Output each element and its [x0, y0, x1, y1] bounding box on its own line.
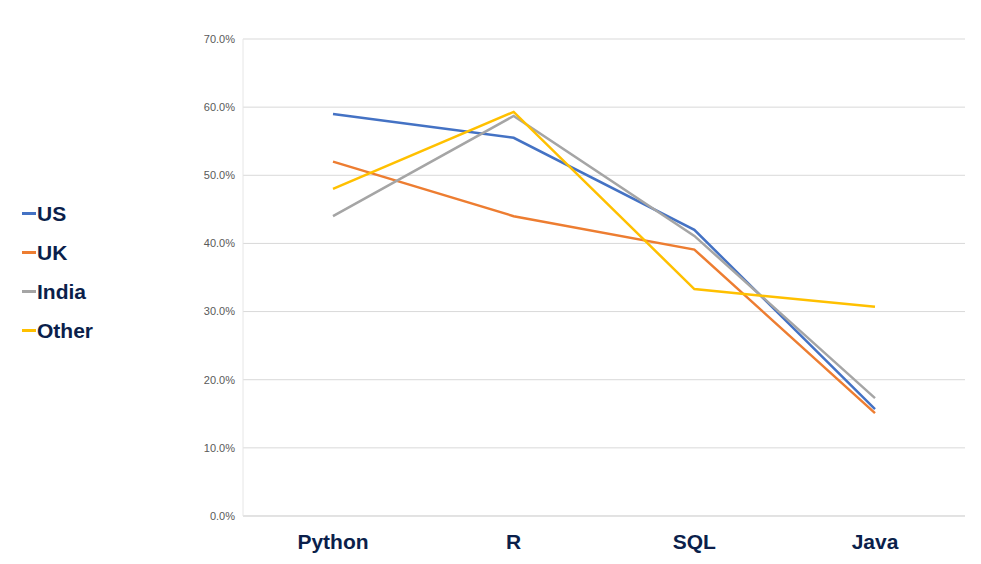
svg-text:50.0%: 50.0%: [204, 169, 235, 181]
svg-text:0.0%: 0.0%: [210, 510, 235, 522]
svg-text:20.0%: 20.0%: [204, 374, 235, 386]
svg-text:30.0%: 30.0%: [204, 305, 235, 317]
html-text:Other: Other: [37, 318, 93, 342]
svg-text:Python: Python: [297, 530, 368, 553]
svg-text:R: R: [506, 530, 521, 553]
svg-text:40.0%: 40.0%: [204, 237, 235, 249]
html-text:UK: UK: [37, 240, 68, 264]
html-text:India: India: [37, 279, 86, 303]
svg-text:SQL: SQL: [673, 530, 716, 553]
svg-text:10.0%: 10.0%: [204, 442, 235, 454]
svg-text:70.0%: 70.0%: [204, 33, 235, 45]
svg-text:60.0%: 60.0%: [204, 101, 235, 113]
html-text:US: US: [37, 201, 67, 225]
svg-text:Java: Java: [852, 530, 899, 553]
